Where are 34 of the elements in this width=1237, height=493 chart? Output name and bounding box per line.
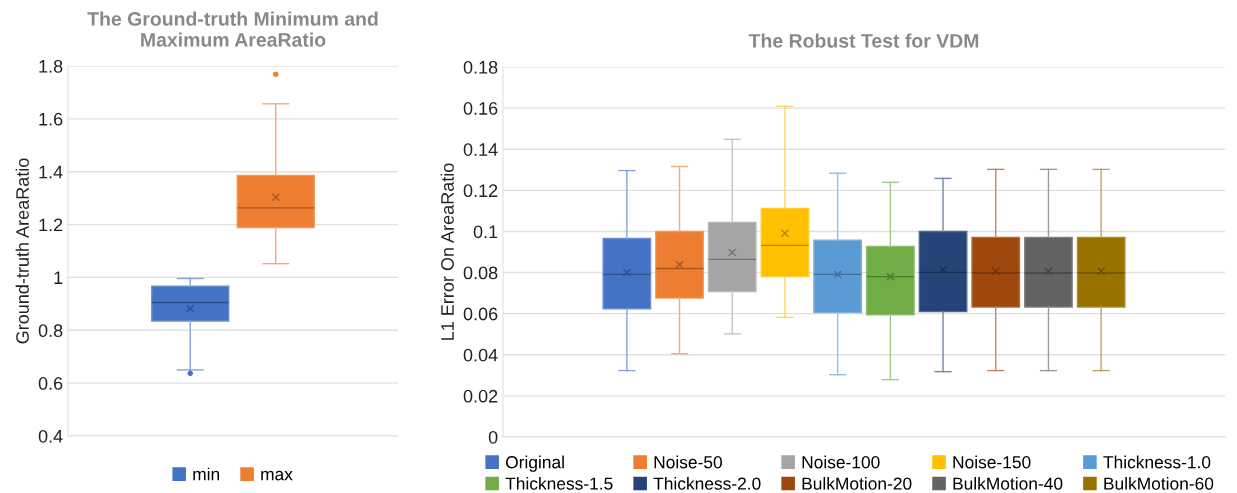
y-tick-label: 0.4	[38, 429, 63, 443]
y-tick-label: 1	[54, 271, 63, 284]
y-tick-label: 1.2	[39, 218, 63, 232]
legend-label: Original	[506, 455, 564, 472]
legend-label: Thickness-1.5	[505, 477, 613, 490]
y-axis-title: L1 Error On AreaRatio	[440, 163, 454, 340]
legend-label: BulkMotion-60	[1104, 477, 1214, 490]
chart-title: The Ground-truth Minimum and Maximum AreaRatio	[87, 11, 378, 47]
y-tick-label: 0.8	[38, 324, 63, 338]
legend-label: BulkMotion-20	[802, 477, 912, 490]
y-tick-label: 1.8	[39, 59, 63, 73]
y-tick-label: 0	[488, 430, 498, 444]
y-tick-label: 0.1	[473, 225, 498, 239]
y-tick-label: 0.14	[463, 143, 498, 156]
chart-title: The Robust Test for VDM	[748, 33, 979, 48]
legend-label: max	[261, 470, 293, 481]
legend-label: Noise-150	[953, 455, 1031, 469]
legend-label: Thickness-1.0	[1103, 455, 1211, 469]
legend-label: BulkMotion-40	[953, 477, 1063, 490]
y-tick-label: 1.6	[39, 112, 63, 126]
y-tick-label: 0.08	[463, 266, 498, 280]
y-tick-label: 0.04	[463, 348, 498, 362]
legend-label: min	[193, 467, 220, 481]
legend-label: Noise-50	[654, 455, 722, 469]
y-axis-title: Ground-truth AreaRatio	[15, 158, 29, 344]
legend-label: Noise-100	[802, 455, 880, 469]
y-tick-label: 0.6	[38, 377, 63, 390]
y-tick-label: 1.4	[39, 165, 63, 179]
y-tick-label: 0.02	[463, 389, 498, 403]
y-tick-label: 0.06	[463, 307, 498, 321]
y-tick-label: 0.12	[463, 184, 498, 198]
legend-label: Thickness-2.0	[653, 477, 761, 490]
y-tick-label: 0.18	[463, 60, 498, 74]
y-tick-label: 0.16	[463, 102, 498, 115]
